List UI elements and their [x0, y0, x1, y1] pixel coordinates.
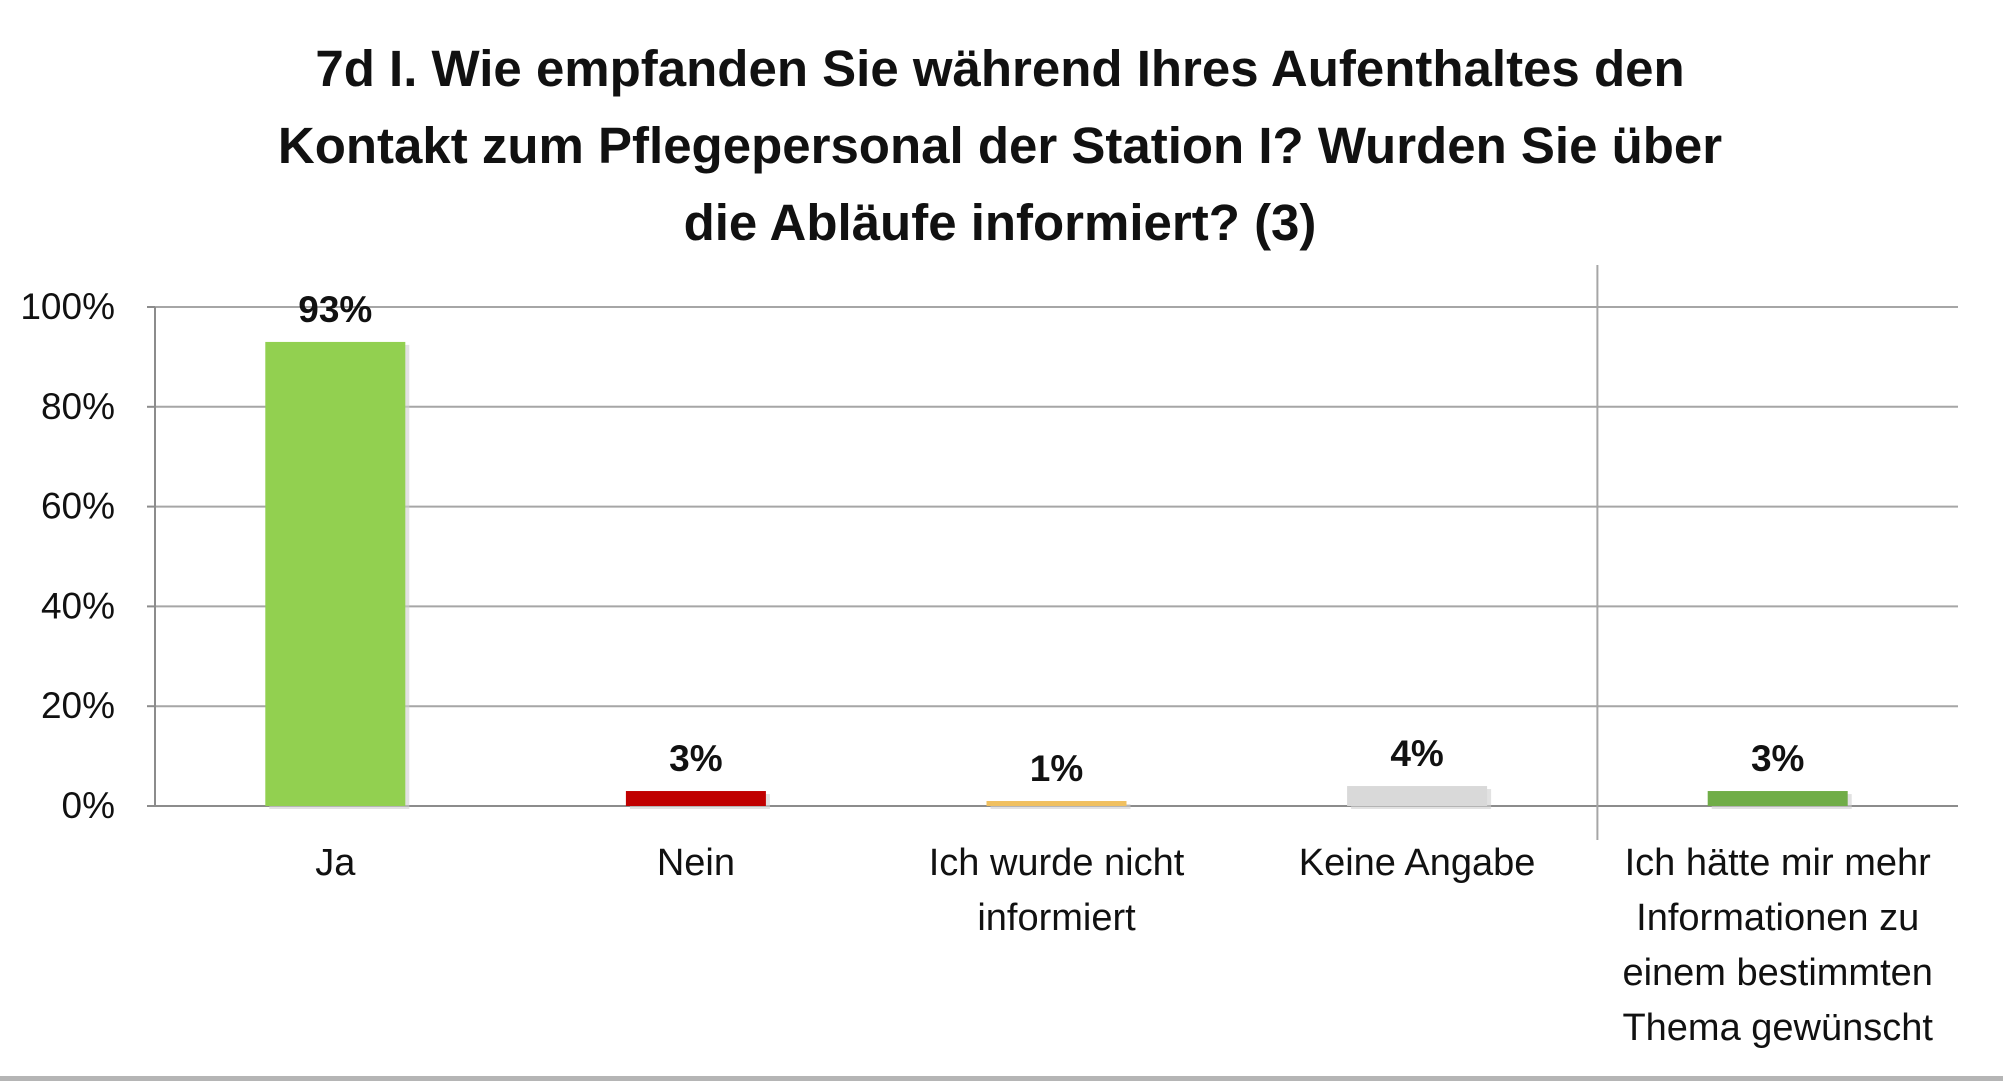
bar-3 — [1347, 786, 1488, 806]
bar-1 — [625, 791, 766, 806]
x-category-label: Ich wurde nicht — [929, 842, 1185, 884]
chart-title: 7d I. Wie empfanden Sie während Ihres Au… — [180, 30, 1820, 261]
bottom-border — [0, 1076, 2003, 1081]
x-category-label: Ich hätte mir mehr — [1625, 842, 1932, 884]
chart-title-line: die Abläufe informiert? (3) — [683, 194, 1317, 251]
x-category-label: Ja — [315, 842, 356, 884]
bar-2 — [986, 801, 1127, 806]
bar-0 — [265, 341, 406, 806]
y-tick-label: 20% — [41, 685, 115, 726]
bar-shadow — [990, 804, 1131, 809]
y-tick-label: 60% — [41, 486, 115, 527]
chart-title-line: 7d I. Wie empfanden Sie während Ihres Au… — [315, 40, 1685, 97]
data-label: 3% — [669, 738, 722, 779]
y-tick-label: 100% — [20, 286, 115, 327]
x-category-label: Thema gewünscht — [1622, 1007, 1933, 1049]
data-label: 4% — [1390, 733, 1443, 774]
data-label: 93% — [298, 289, 372, 330]
x-category-label: Nein — [657, 842, 735, 884]
x-category-label: einem bestimmten — [1622, 952, 1932, 994]
x-category-label: Informationen zu — [1636, 897, 1919, 939]
x-category-label: informiert — [977, 897, 1136, 939]
chart-title-line: Kontakt zum Pflegepersonal der Station I… — [277, 117, 1723, 174]
data-label: 1% — [1030, 748, 1083, 789]
bar-4 — [1707, 791, 1848, 806]
y-tick-label: 0% — [62, 785, 115, 826]
data-label: 3% — [1751, 738, 1804, 779]
x-category-label: Keine Angabe — [1299, 842, 1536, 884]
y-tick-label: 80% — [41, 386, 115, 427]
y-tick-label: 40% — [41, 585, 115, 626]
